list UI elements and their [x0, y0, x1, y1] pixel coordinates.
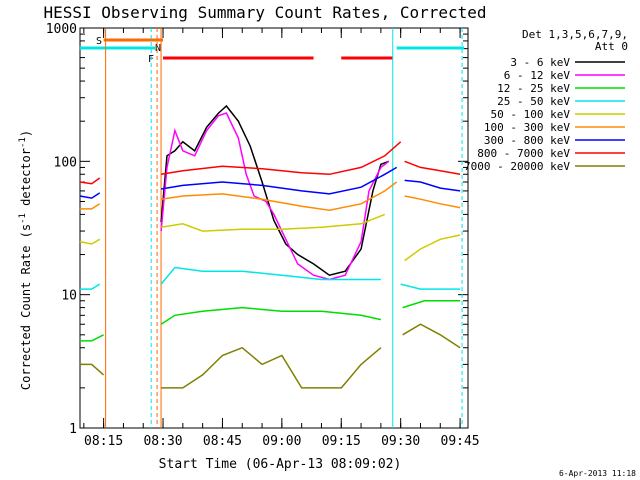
legend-header-line2: Att 0: [595, 40, 628, 53]
series-line-5: [79, 181, 461, 211]
x-tick-label: 09:00: [262, 434, 301, 449]
x-tick-label: 09:15: [322, 434, 361, 449]
series-line-7: [79, 141, 461, 185]
legend-label: 3 - 6 keV: [510, 56, 570, 69]
x-axis-label: Start Time (06-Apr-13 08:09:02): [159, 457, 402, 472]
legend-header-line1: Det 1,3,5,6,7,9,: [522, 28, 628, 41]
series-line-6: [79, 166, 461, 199]
flag-label-s: S: [96, 36, 102, 47]
y-tick-label: 10: [61, 289, 77, 304]
x-tick-label: 09:45: [441, 434, 480, 449]
flag-label-n: N: [155, 43, 161, 54]
legend-label: 6 - 12 keV: [504, 69, 571, 82]
series-line-4: [79, 213, 461, 262]
series-line-8: [79, 323, 461, 389]
series-line-0: [160, 104, 390, 277]
legend-label: 300 - 800 keV: [484, 134, 570, 147]
legend-label: 50 - 100 keV: [491, 108, 571, 121]
series-line-1: [160, 112, 390, 281]
x-tick-label: 08:45: [203, 434, 242, 449]
series-line-3: [79, 266, 461, 290]
legend-label: 12 - 25 keV: [497, 82, 570, 95]
y-tick-label: 1: [69, 422, 77, 437]
x-tick-label: 09:30: [381, 434, 420, 449]
x-tick-label: 08:15: [84, 434, 123, 449]
series-line-2: [79, 300, 461, 342]
y-tick-label: 100: [54, 155, 77, 170]
x-tick-label: 08:30: [143, 434, 182, 449]
legend-label: 800 - 7000 keV: [477, 147, 570, 160]
chart-title: HESSI Observing Summary Count Rates, Cor…: [43, 3, 486, 22]
legend-label: 100 - 300 keV: [484, 121, 570, 134]
y-axis-label: Corrected Count Rate (s-1 detector-1): [18, 130, 33, 390]
y-tick-label: 1000: [46, 22, 77, 37]
timestamp: 6-Apr-2013 11:18: [559, 469, 636, 478]
plot-frame: [79, 27, 469, 429]
legend-label: 7000 - 20000 keV: [464, 160, 570, 173]
legend-label: 25 - 50 keV: [497, 95, 570, 108]
